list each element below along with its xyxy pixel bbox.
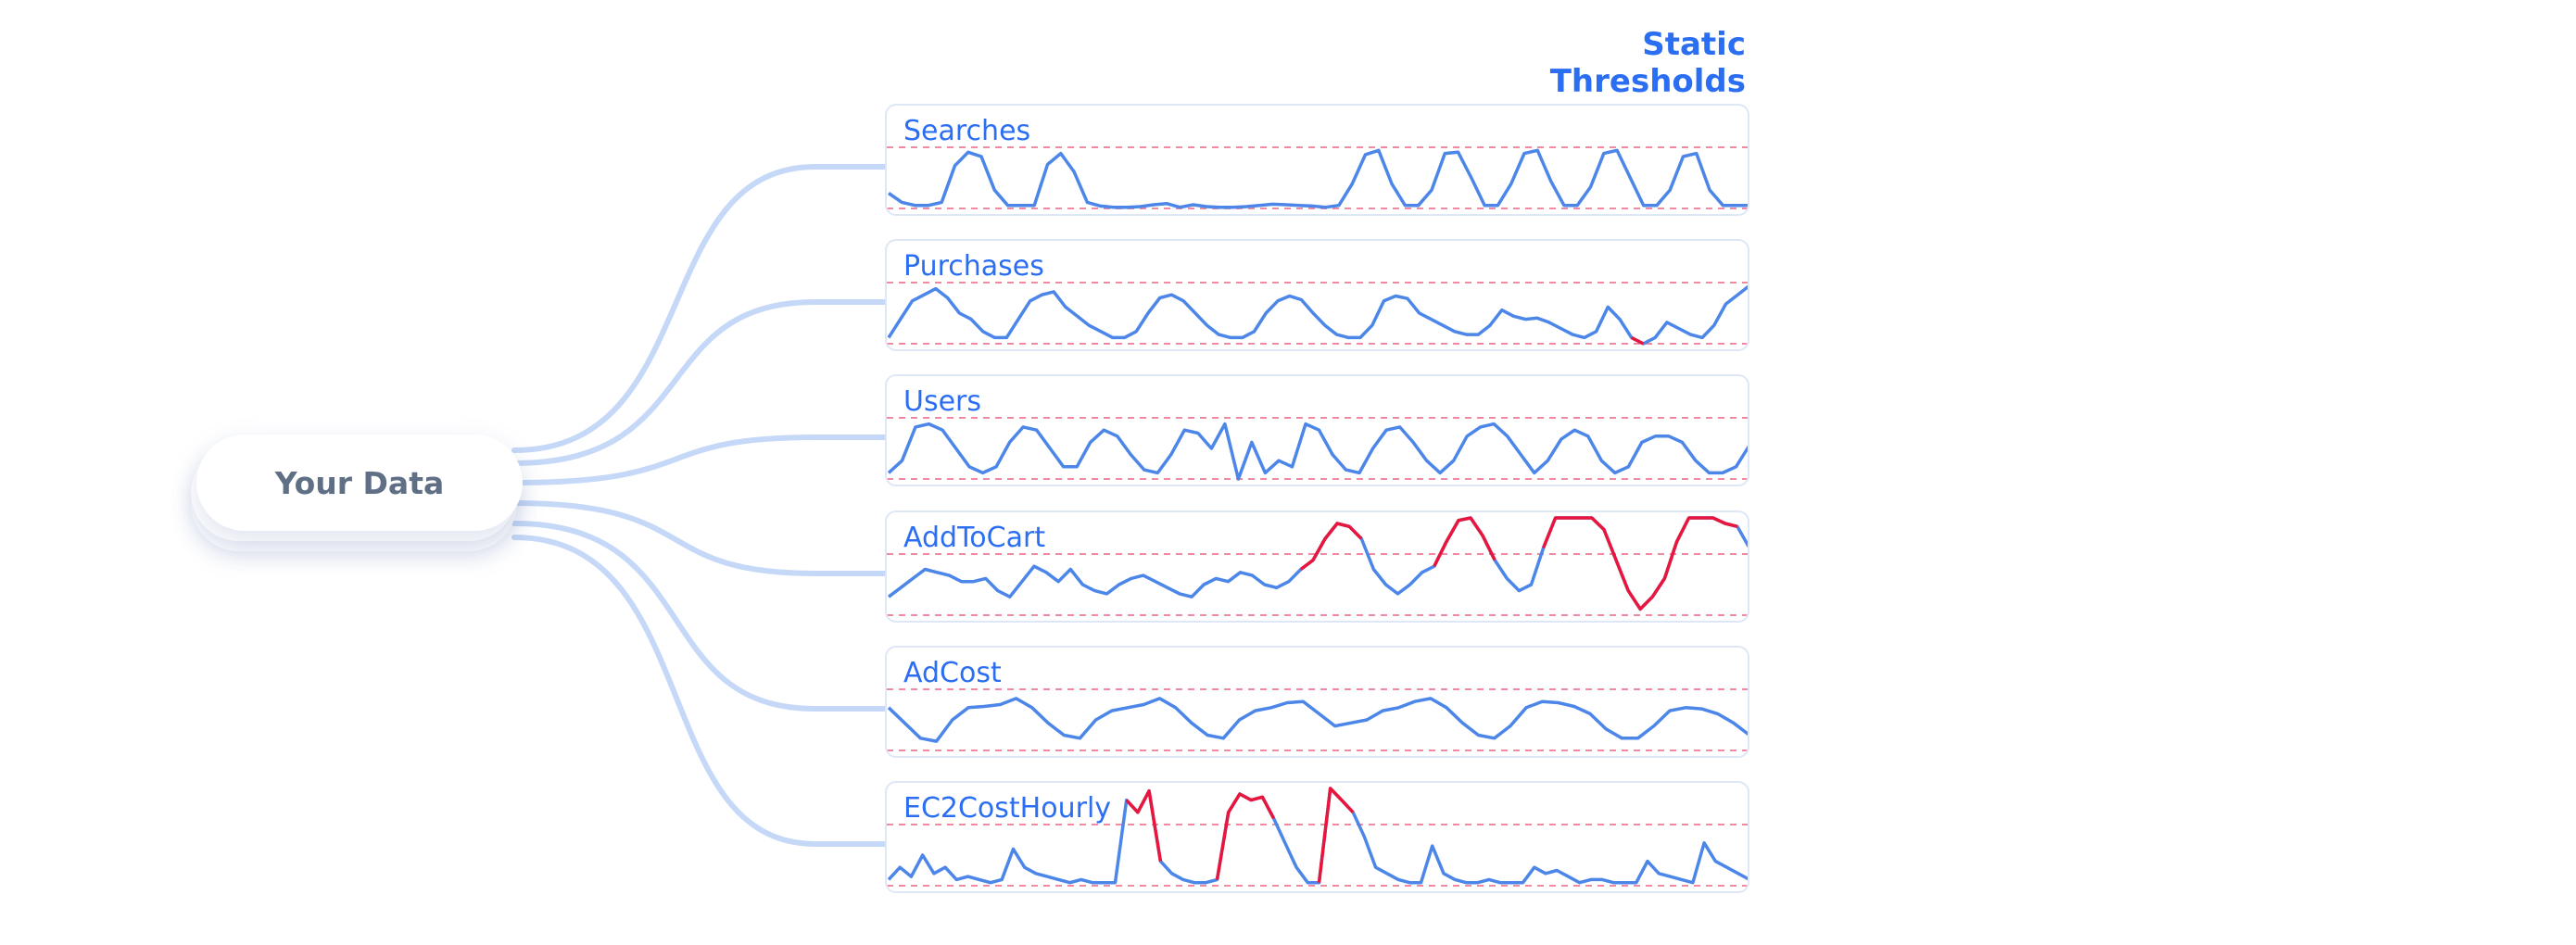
source-label: Your Data bbox=[274, 464, 445, 501]
metric-panel-users[interactable]: Users bbox=[885, 374, 1749, 486]
metric-name: EC2CostHourly bbox=[903, 792, 1112, 825]
metric-panel-adcost[interactable]: AdCost bbox=[885, 646, 1749, 758]
sparkline-chart bbox=[887, 787, 1748, 887]
source-card[interactable]: Your Data bbox=[196, 435, 523, 531]
connector-addtocart bbox=[511, 500, 888, 576]
metric-name: Users bbox=[903, 385, 982, 418]
series-line bbox=[887, 422, 1748, 481]
metric-name: AdCost bbox=[903, 657, 1002, 689]
series-line bbox=[887, 516, 1748, 611]
sparkline-chart bbox=[887, 282, 1748, 346]
connector-ec2costhourly bbox=[511, 535, 888, 847]
connector-adcost bbox=[511, 521, 888, 712]
anomaly-segment bbox=[1125, 788, 1163, 862]
sparkline-chart bbox=[887, 146, 1748, 209]
anomaly-segment bbox=[1541, 516, 1738, 611]
connector-users bbox=[511, 435, 888, 485]
metric-name: Purchases bbox=[903, 250, 1044, 283]
series-line bbox=[887, 697, 1748, 743]
anomaly-segment bbox=[1215, 792, 1276, 880]
sparkline-chart bbox=[887, 688, 1748, 751]
series-line bbox=[888, 148, 1748, 209]
metric-panel-purchases[interactable]: Purchases bbox=[885, 239, 1749, 351]
anomaly-segment bbox=[1317, 787, 1355, 883]
anomaly-segment bbox=[1299, 522, 1363, 571]
anomaly-segment bbox=[1433, 516, 1496, 567]
sparkline-chart bbox=[887, 516, 1748, 616]
connector-searches bbox=[511, 164, 888, 453]
series-line bbox=[887, 284, 1748, 346]
metric-panel-addtocart[interactable]: AddToCart bbox=[885, 510, 1749, 623]
metric-name: Searches bbox=[903, 115, 1031, 147]
metric-panel-ec2costhourly[interactable]: EC2CostHourly bbox=[885, 781, 1749, 893]
chart-title: Static Thresholds bbox=[1549, 26, 1746, 100]
connector-purchases bbox=[511, 299, 888, 466]
metric-name: AddToCart bbox=[903, 522, 1046, 554]
anomaly-segment bbox=[1630, 335, 1645, 346]
sparkline-chart bbox=[887, 417, 1748, 481]
series-line bbox=[887, 787, 1748, 885]
metric-panel-searches[interactable]: Searches bbox=[885, 104, 1749, 216]
